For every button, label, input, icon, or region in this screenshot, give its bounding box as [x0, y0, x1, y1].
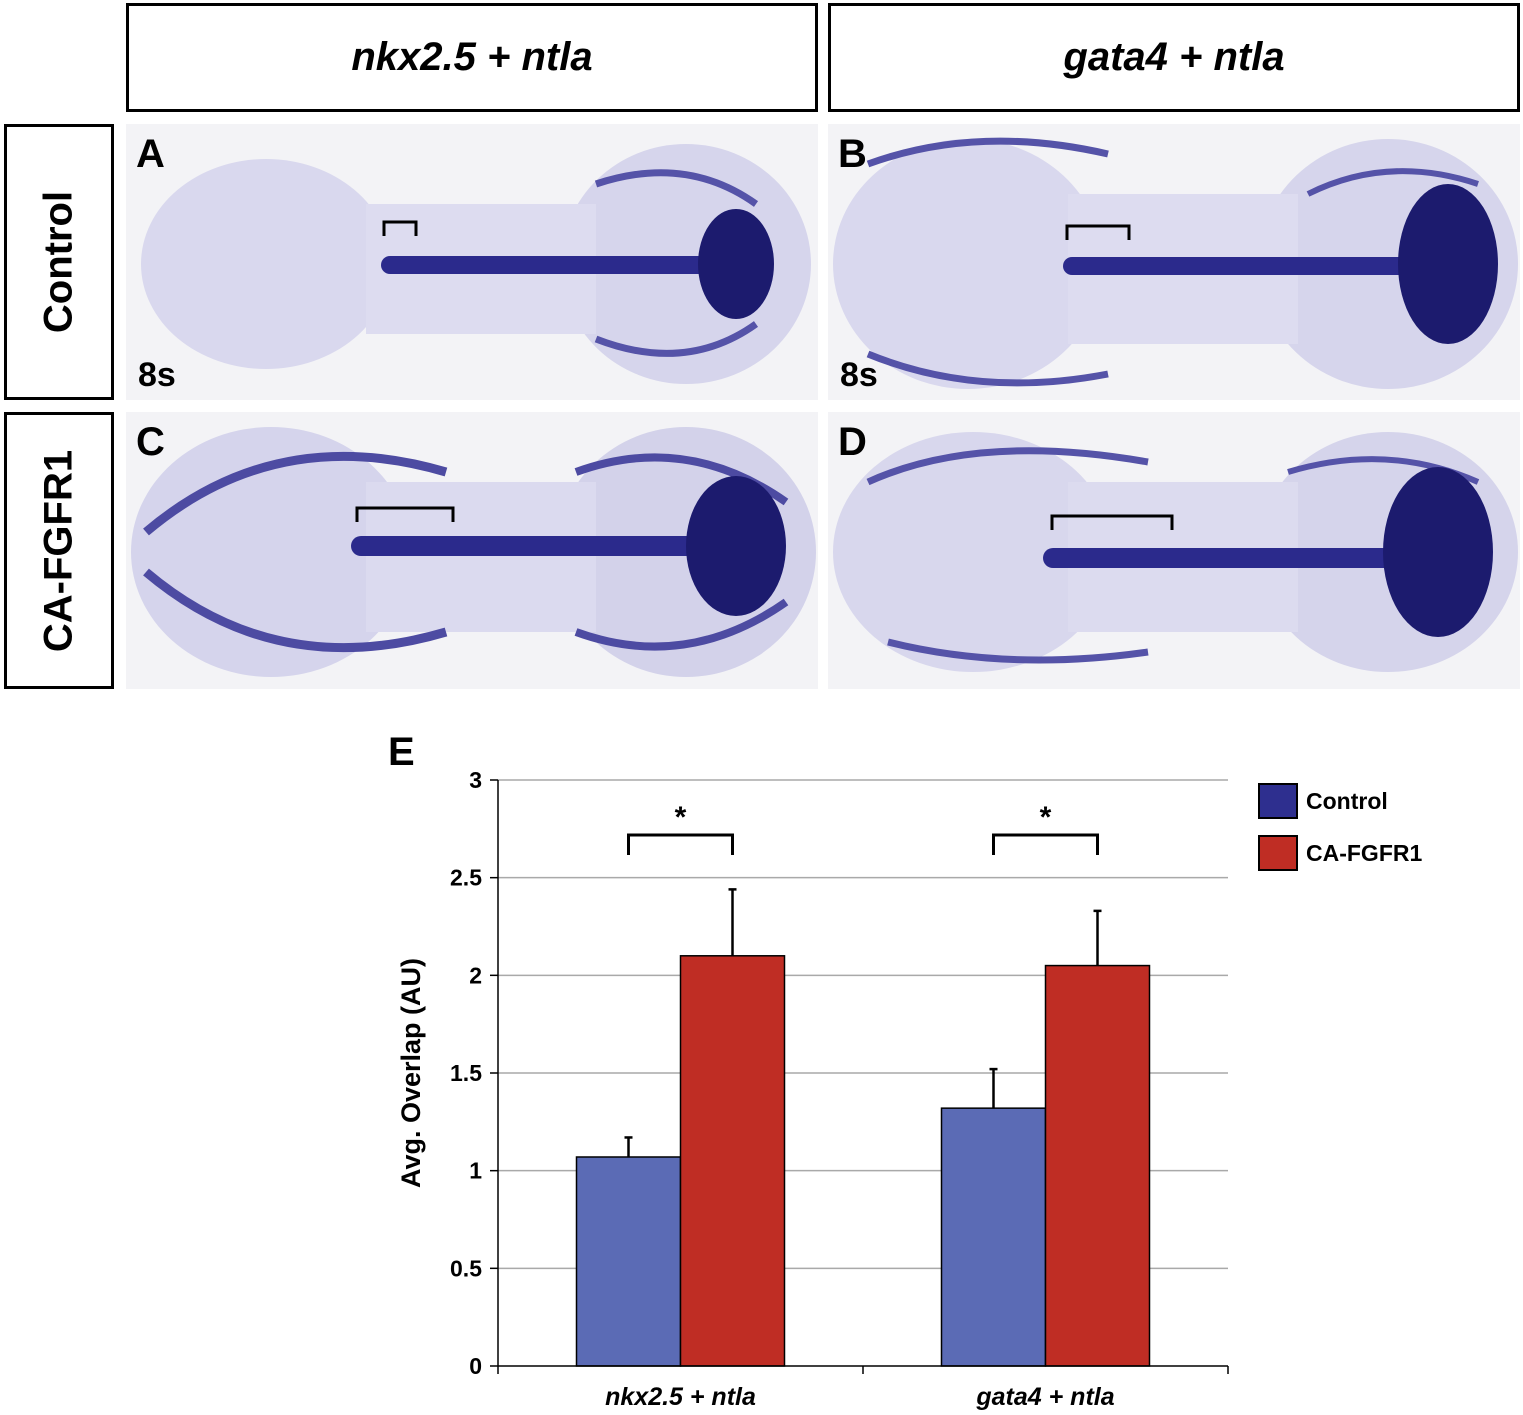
- significance-star: *: [1040, 801, 1052, 834]
- panel-label-a: A: [136, 132, 165, 176]
- row-label-control: Control: [4, 124, 114, 400]
- x-tick-label: nkx2.5 + ntla: [605, 1383, 756, 1411]
- y-tick-label: 2.5: [450, 865, 482, 891]
- micrograph-panel-c: C: [126, 412, 818, 689]
- y-tick-label: 0.5: [450, 1255, 482, 1281]
- bar: [1044, 964, 1151, 1367]
- micrograph-panel-a: A 8s: [126, 124, 818, 400]
- panel-label-b: B: [838, 132, 867, 176]
- axes: 0 0.5 1 1.5 2 2.5 3 Avg. Overlap (AU) nkx2.5 + n…: [396, 767, 1229, 1411]
- significance-bracket: [627, 833, 734, 855]
- bar: [940, 1107, 1047, 1367]
- legend-item-control: Control: [1258, 783, 1388, 819]
- legend-swatch-ca-fgfr1: [1258, 835, 1298, 871]
- panel-label-c: C: [136, 420, 165, 464]
- y-tick-label: 0: [469, 1353, 482, 1379]
- panel-label-e: E: [388, 730, 415, 774]
- legend-label-ca-fgfr1: CA-FGFR1: [1306, 839, 1423, 866]
- embryo-image-b: [833, 137, 1518, 389]
- column-header-gata: gata4 + ntla: [828, 3, 1520, 112]
- legend-label-control: Control: [1306, 787, 1388, 814]
- stage-label-a: 8s: [138, 356, 176, 394]
- bar: [575, 1156, 682, 1367]
- bar-marks: * *: [575, 801, 1151, 1367]
- embryo-image-a: [141, 144, 811, 384]
- x-tick-label: gata4 + ntla: [975, 1383, 1114, 1411]
- significance-star: *: [675, 801, 687, 834]
- embryo-image-c: [131, 427, 816, 677]
- micrograph-panel-b: B 8s: [828, 124, 1520, 400]
- y-axis-label: Avg. Overlap (AU): [396, 958, 426, 1188]
- y-tick-label: 1: [469, 1158, 482, 1184]
- stage-label-b: 8s: [840, 356, 878, 394]
- y-tick-label: 1.5: [450, 1060, 482, 1086]
- micrograph-panel-d: D: [828, 412, 1520, 689]
- legend-swatch-control: [1258, 783, 1298, 819]
- row-label-ca-fgfr1: CA-FGFR1: [4, 412, 114, 689]
- y-tick-label: 3: [469, 767, 482, 793]
- column-header-nkx: nkx2.5 + ntla: [126, 3, 818, 112]
- y-tick-label: 2: [469, 962, 482, 988]
- significance-bracket: [992, 833, 1099, 855]
- bar: [679, 955, 786, 1367]
- panel-label-d: D: [838, 420, 867, 464]
- embryo-image-d: [833, 432, 1518, 672]
- legend-item-ca-fgfr1: CA-FGFR1: [1258, 835, 1422, 871]
